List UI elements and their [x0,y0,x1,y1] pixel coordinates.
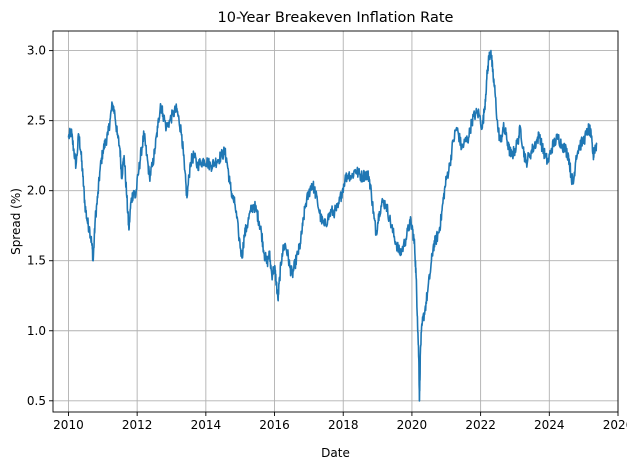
y-tick-label: 3.0 [27,44,46,58]
y-axis-label: Spread (%) [9,188,23,255]
x-tick-label: 2016 [259,418,290,432]
plot-frame [52,30,619,413]
x-tick-label: 2010 [53,418,84,432]
x-tick-label: 2018 [328,418,359,432]
y-tick-label: 0.5 [27,394,46,408]
series-layer [67,49,598,402]
x-tick-label: 2014 [191,418,222,432]
y-tick-label: 2.5 [27,114,46,128]
x-tick-label: 2012 [122,418,153,432]
y-tick-label: 1.5 [27,254,46,268]
tick-layer: 2010 2012 2014 2016 2018 2020 2022 2024 2026 0.5 1… [27,44,627,432]
y-tick-label: 1.0 [27,324,46,338]
x-tick-label: 2022 [465,418,496,432]
x-axis-label: Date [321,446,350,460]
x-tick-label: 2020 [397,418,428,432]
x-tick-label: 2024 [534,418,565,432]
series-line [67,49,598,402]
y-tick-label: 2.0 [27,184,46,198]
x-tick-label: 2026 [603,418,627,432]
chart-title: 10-Year Breakeven Inflation Rate [218,10,454,26]
